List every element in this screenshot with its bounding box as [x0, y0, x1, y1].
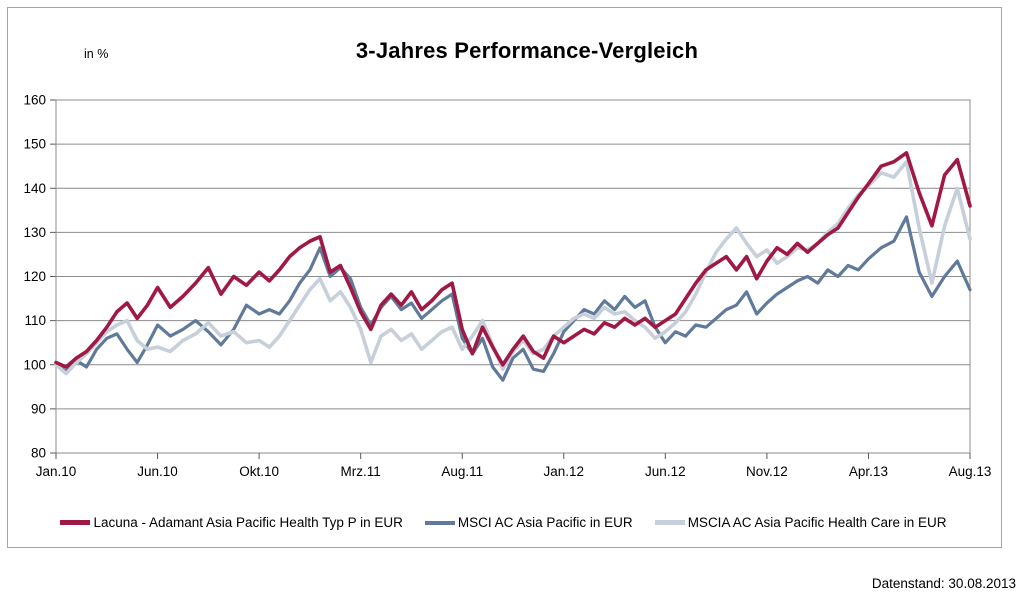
- chart-legend: Lacuna - Adamant Asia Pacific Health Typ…: [7, 515, 1000, 530]
- legend-label: Lacuna - Adamant Asia Pacific Health Typ…: [93, 515, 403, 530]
- legend-item-2: MSCIA AC Asia Pacific Health Care in EUR: [654, 515, 947, 530]
- legend-label: MSCI AC Asia Pacific in EUR: [457, 515, 633, 530]
- plot-border: [55, 99, 971, 454]
- x-tick-label: Jan.12: [544, 464, 585, 479]
- y-tick-label: 130: [23, 225, 46, 240]
- x-tick-label: Jan.10: [36, 464, 77, 479]
- series-line-1: [54, 215, 972, 382]
- x-tick-label: Aug.11: [441, 464, 483, 479]
- y-tick-label: 100: [23, 357, 46, 372]
- y-tick-label: 80: [31, 446, 46, 461]
- x-tick-label: Apr.13: [849, 464, 888, 479]
- legend-label: MSCIA AC Asia Pacific Health Care in EUR: [687, 515, 947, 530]
- y-tick-label: 110: [24, 313, 46, 328]
- x-tick-label: Aug.13: [949, 464, 992, 479]
- y-tick-label: 90: [31, 401, 46, 416]
- x-tick-label: Jun.10: [137, 464, 178, 479]
- series-line-2: [54, 160, 972, 376]
- legend-item-1: MSCI AC Asia Pacific in EUR: [424, 515, 633, 530]
- y-axis-unit-label: in %: [84, 47, 109, 61]
- legend-line-swatch: [60, 520, 91, 525]
- legend-line-swatch: [424, 520, 455, 525]
- chart-frame: [7, 7, 1002, 548]
- y-tick-label: 120: [23, 269, 46, 284]
- chart-title: 3-Jahres Performance-Vergleich: [355, 38, 699, 63]
- x-tick-label: Jun.12: [645, 464, 686, 479]
- y-tick-label: 150: [23, 137, 46, 152]
- x-tick-label: Nov.12: [746, 464, 788, 479]
- series-line-0: [54, 151, 972, 369]
- y-tick-label: 140: [23, 181, 46, 196]
- legend-line-swatch: [654, 520, 685, 525]
- x-tick-label: Okt.10: [239, 464, 279, 479]
- data-status-label: Datenstand: 30.08.2013: [871, 576, 1016, 591]
- x-tick-label: Mrz.11: [341, 464, 381, 479]
- y-tick-label: 160: [23, 93, 46, 108]
- legend-item-0: Lacuna - Adamant Asia Pacific Health Typ…: [60, 515, 403, 530]
